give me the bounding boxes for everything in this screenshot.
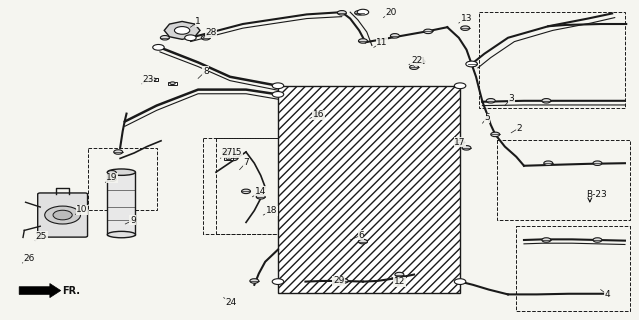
Text: 4: 4: [604, 290, 610, 299]
Polygon shape: [164, 21, 200, 39]
Bar: [168, 82, 177, 84]
Text: 14: 14: [255, 187, 266, 196]
Bar: [149, 78, 158, 81]
Text: 26: 26: [23, 254, 35, 263]
Circle shape: [160, 36, 169, 40]
Polygon shape: [19, 284, 61, 298]
Bar: [224, 157, 233, 160]
Circle shape: [114, 150, 123, 154]
Bar: [203, 138, 279, 234]
Circle shape: [339, 279, 348, 283]
Circle shape: [151, 78, 156, 81]
Circle shape: [153, 44, 164, 50]
Circle shape: [185, 35, 196, 41]
Circle shape: [456, 140, 465, 145]
Circle shape: [542, 238, 551, 242]
Text: 23: 23: [142, 75, 154, 84]
Circle shape: [355, 11, 364, 15]
Text: 22: 22: [411, 56, 422, 65]
Circle shape: [395, 272, 404, 277]
Text: 25: 25: [36, 232, 47, 241]
Bar: [278, 86, 460, 293]
Text: FR.: FR.: [63, 285, 81, 296]
Circle shape: [53, 210, 72, 220]
Text: 3: 3: [509, 94, 514, 103]
Circle shape: [229, 156, 238, 161]
Text: 29: 29: [333, 276, 344, 285]
Text: 21: 21: [415, 57, 426, 66]
Circle shape: [542, 99, 551, 103]
Circle shape: [226, 157, 231, 160]
Text: 15: 15: [231, 148, 242, 157]
Circle shape: [272, 92, 284, 97]
Bar: [479, 12, 625, 108]
Text: 27: 27: [221, 148, 233, 157]
Text: 16: 16: [312, 110, 324, 119]
Ellipse shape: [107, 169, 135, 175]
Circle shape: [358, 239, 367, 244]
Bar: [497, 140, 630, 220]
Text: 1: 1: [196, 17, 201, 26]
Text: 28: 28: [205, 28, 217, 37]
Circle shape: [454, 83, 466, 89]
Circle shape: [201, 36, 210, 40]
Circle shape: [357, 9, 369, 15]
Circle shape: [256, 195, 265, 199]
Circle shape: [337, 11, 346, 15]
Text: 5: 5: [484, 113, 489, 122]
Circle shape: [491, 132, 500, 137]
FancyBboxPatch shape: [38, 193, 88, 237]
Circle shape: [107, 177, 116, 181]
Text: 7: 7: [243, 158, 249, 167]
Circle shape: [45, 206, 81, 224]
Bar: [224, 152, 233, 154]
Text: 8: 8: [203, 67, 208, 76]
Text: 13: 13: [461, 14, 472, 23]
Circle shape: [486, 99, 495, 103]
Circle shape: [544, 161, 553, 165]
Text: 17: 17: [454, 138, 466, 147]
Text: 18: 18: [266, 206, 277, 215]
Text: 10: 10: [76, 205, 88, 214]
Circle shape: [390, 34, 399, 38]
Circle shape: [170, 82, 175, 84]
Circle shape: [461, 26, 470, 30]
Circle shape: [466, 61, 477, 67]
Circle shape: [416, 59, 425, 64]
Text: 6: 6: [358, 231, 364, 240]
Circle shape: [454, 279, 466, 284]
Text: 11: 11: [376, 38, 388, 47]
Circle shape: [358, 39, 367, 43]
Circle shape: [468, 62, 477, 66]
Circle shape: [250, 279, 259, 283]
Circle shape: [174, 27, 190, 34]
Circle shape: [226, 152, 231, 154]
Circle shape: [107, 171, 116, 175]
Circle shape: [593, 238, 602, 242]
Text: 24: 24: [226, 298, 237, 307]
Circle shape: [272, 83, 284, 89]
Circle shape: [410, 65, 419, 69]
Circle shape: [593, 161, 602, 165]
Text: 20: 20: [385, 8, 397, 17]
Circle shape: [462, 146, 471, 150]
Text: 2: 2: [516, 124, 521, 132]
Text: B-23: B-23: [587, 190, 607, 199]
Text: 19: 19: [106, 173, 118, 182]
Circle shape: [314, 112, 323, 117]
Bar: [88, 148, 157, 210]
Text: 12: 12: [394, 277, 405, 286]
Circle shape: [424, 29, 433, 34]
Circle shape: [222, 151, 231, 155]
Ellipse shape: [107, 231, 135, 238]
Bar: [516, 226, 630, 311]
Circle shape: [272, 279, 284, 284]
Text: 9: 9: [130, 216, 135, 225]
Bar: [107, 172, 135, 235]
Circle shape: [242, 189, 250, 194]
